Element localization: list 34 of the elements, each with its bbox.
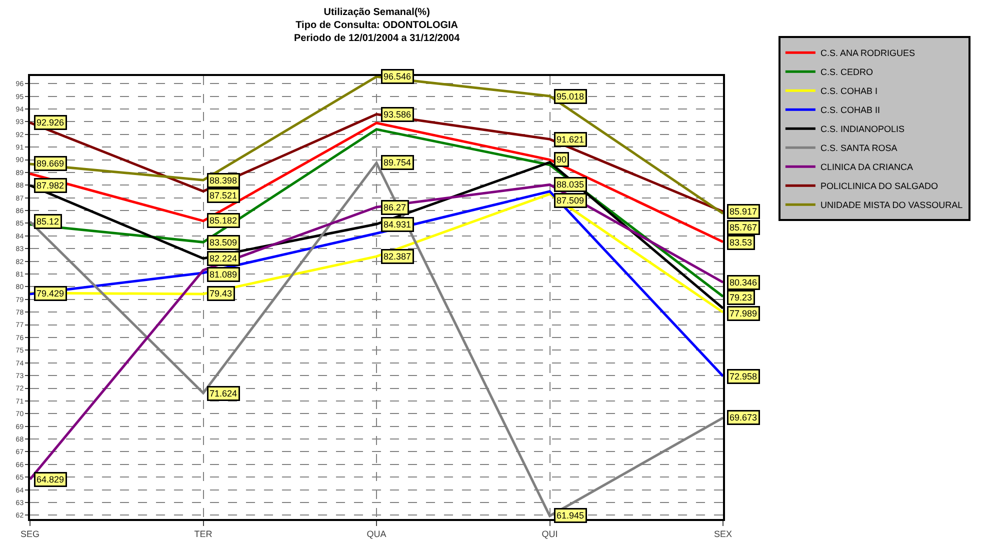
x-tick-label: SEG <box>20 528 40 539</box>
legend-label: C.S. CEDRO <box>820 67 873 78</box>
x-tick-label: QUA <box>366 528 386 539</box>
data-label: 85.767 <box>730 222 758 232</box>
x-tick-label: TER <box>194 528 213 539</box>
x-tick-label: QUI <box>542 528 558 539</box>
data-label: 90 <box>556 154 567 164</box>
legend-label: C.S. COHAB I <box>820 86 878 96</box>
data-label: 84.931 <box>384 220 412 230</box>
data-label: 80.346 <box>730 278 758 288</box>
data-label: 82.387 <box>384 252 412 262</box>
legend-label: C.S. SANTA ROSA <box>820 143 898 154</box>
data-label: 96.546 <box>384 72 412 82</box>
data-label: 93.586 <box>384 110 412 120</box>
data-label: 85.917 <box>730 206 758 216</box>
legend-label: C.S. INDIANOPOLIS <box>820 124 904 134</box>
line-series <box>30 192 723 314</box>
legend-label: C.S. COHAB II <box>820 105 880 116</box>
data-label: 79.23 <box>730 292 752 302</box>
data-label: 69.673 <box>730 412 758 422</box>
line-series <box>30 190 723 378</box>
line-series <box>30 113 723 213</box>
data-label: 77.989 <box>730 308 758 318</box>
legend-label: UNIDADE MISTA DO VASSOURAL <box>820 200 963 210</box>
data-label: 87.509 <box>556 196 584 206</box>
legend-label: POLICLINICA DO SALGADO <box>820 181 938 192</box>
x-tick-label: SEX <box>714 528 732 539</box>
data-label: 89.754 <box>384 158 412 168</box>
legend-label: CLINICA DA CRIANCA <box>820 162 913 172</box>
data-label: 83.53 <box>730 238 752 248</box>
legend-label: C.S. ANA RODRIGUES <box>820 48 915 58</box>
data-label: 87.521 <box>210 190 238 200</box>
data-label: 72.958 <box>730 372 758 382</box>
chart-title: Utilização Semanal(%) Tipo de Consulta: ODONTOLOGIA Periodo de 12/01/2004 a 31/12/2004 <box>294 7 460 44</box>
